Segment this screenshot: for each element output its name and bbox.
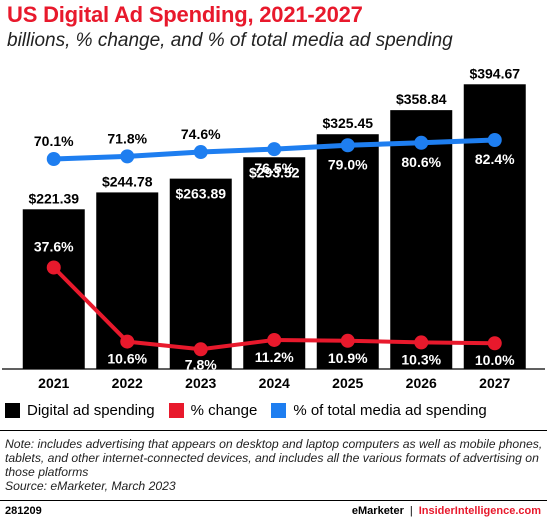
chart-legend: Digital ad spending % change % of total …	[5, 402, 501, 419]
change-label-2023: 7.8%	[185, 356, 217, 372]
share-point-2026	[414, 135, 429, 150]
change-point-2021	[46, 260, 61, 275]
share-point-2022	[120, 149, 135, 164]
legend-label-spending: Digital ad spending	[27, 402, 155, 419]
source-text: Source: eMarketer, March 2023	[5, 479, 176, 493]
change-point-2022	[120, 334, 135, 349]
x-tick-2027: 2027	[479, 375, 510, 391]
bar-label-2021: $221.39	[28, 190, 79, 206]
bar-label-2026: $358.84	[396, 91, 447, 107]
share-label-2023: 74.6%	[181, 126, 221, 142]
bar-label-2027: $394.67	[469, 65, 520, 81]
legend-label-share: % of total media ad spending	[293, 402, 487, 419]
share-point-2023	[193, 145, 208, 160]
change-point-2024	[267, 332, 282, 347]
bar-2025	[316, 134, 379, 369]
x-tick-2021: 2021	[38, 375, 69, 391]
x-tick-2023: 2023	[185, 375, 216, 391]
share-label-2022: 71.8%	[107, 130, 147, 146]
footer-branding: eMarketer | InsiderIntelligence.com	[352, 505, 541, 517]
change-point-2027	[487, 336, 502, 351]
chart-subtitle: billions, % change, and % of total media…	[7, 30, 453, 51]
bar-label-2025: $325.45	[322, 115, 373, 131]
chart-note: Note: includes advertising that appears …	[5, 437, 543, 493]
bar-2023	[169, 178, 232, 369]
share-point-2025	[340, 138, 355, 153]
legend-swatch-share	[271, 403, 287, 418]
share-label-2021: 70.1%	[34, 133, 74, 149]
change-label-2024: 11.2%	[255, 349, 294, 365]
share-label-2026: 80.6%	[401, 154, 441, 170]
share-point-2021	[46, 152, 61, 166]
bar-label-2024: $293.52	[249, 164, 300, 180]
chart-id: 281209	[5, 505, 42, 517]
share-label-2024: 76.5%	[254, 160, 294, 176]
x-tick-2024: 2024	[259, 375, 290, 391]
divider-top	[0, 430, 547, 431]
change-label-2022: 10.6%	[107, 351, 147, 367]
legend-item-share: % of total media ad spending	[271, 402, 487, 419]
brand-insider-intelligence: InsiderIntelligence.com	[418, 505, 541, 517]
change-point-2025	[340, 333, 355, 348]
bar-label-2023: $263.89	[175, 186, 226, 202]
change-point-2023	[193, 342, 208, 357]
brand-emarketer: eMarketer	[351, 505, 404, 517]
change-label-2026: 10.3%	[401, 351, 441, 367]
share-label-2027: 82.4%	[475, 151, 515, 167]
legend-item-change: % change	[168, 402, 258, 419]
x-tick-2025: 2025	[332, 375, 363, 391]
change-label-2027: 10.0%	[475, 352, 515, 368]
divider-bottom	[0, 500, 547, 501]
brand-separator: |	[409, 505, 413, 517]
share-point-2024	[267, 142, 282, 157]
bar-2026	[390, 110, 453, 370]
change-point-2026	[414, 335, 429, 350]
share-label-2025: 79.0%	[328, 156, 368, 172]
legend-item-spending: Digital ad spending	[5, 402, 155, 419]
x-tick-2022: 2022	[112, 375, 143, 391]
change-label-2021: 37.6%	[34, 239, 74, 255]
legend-swatch-spending	[5, 403, 20, 418]
share-point-2027	[487, 133, 502, 148]
bar-label-2022: $244.78	[102, 173, 153, 189]
note-text: Note: includes advertising that appears …	[5, 437, 543, 479]
chart-canvas: $221.39 $244.78 $263.89 $293.52 $325.45 $358.…	[2, 65, 545, 391]
bar-2027	[463, 84, 526, 369]
x-tick-2026: 2026	[406, 375, 437, 391]
legend-swatch-change	[168, 403, 184, 418]
legend-label-change: % change	[190, 402, 258, 419]
change-label-2025: 10.9%	[328, 350, 368, 366]
chart-title: US Digital Ad Spending, 2021-2027	[7, 2, 363, 27]
